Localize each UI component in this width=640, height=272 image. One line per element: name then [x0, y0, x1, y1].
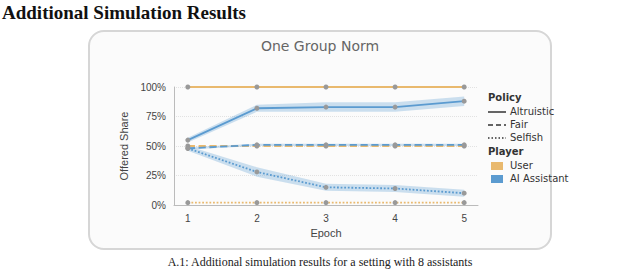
html-text:A.1: Additional simulation res: A.1: Additional simulation results for a… [167, 255, 473, 269]
html-text:Policy: Policy [488, 92, 522, 103]
svg-text:100%: 100% [140, 82, 166, 93]
svg-text:75%: 75% [146, 111, 166, 122]
svg-text:25%: 25% [146, 170, 166, 181]
svg-text:3: 3 [323, 213, 329, 224]
html-text:Player: Player [488, 146, 524, 157]
svg-text:Offered Share: Offered Share [118, 112, 130, 181]
html-text:Fair: Fair [510, 119, 528, 130]
svg-text:4: 4 [392, 213, 398, 224]
svg-text:1: 1 [185, 213, 191, 224]
svg-text:5: 5 [461, 213, 467, 224]
html-text:AI Assistant: AI Assistant [510, 173, 569, 184]
html-text:Selfish: Selfish [510, 132, 544, 143]
svg-text:Epoch: Epoch [310, 227, 341, 239]
html-text:Additional Simulation Results: Additional Simulation Results [2, 2, 246, 23]
svg-text:2: 2 [254, 213, 260, 224]
html-text:User: User [510, 160, 533, 171]
svg-text:0%: 0% [152, 200, 167, 211]
html-text:One Group Norm: One Group Norm [260, 38, 380, 54]
html-text:Altruistic: Altruistic [510, 106, 555, 117]
svg-text:50%: 50% [146, 141, 166, 152]
